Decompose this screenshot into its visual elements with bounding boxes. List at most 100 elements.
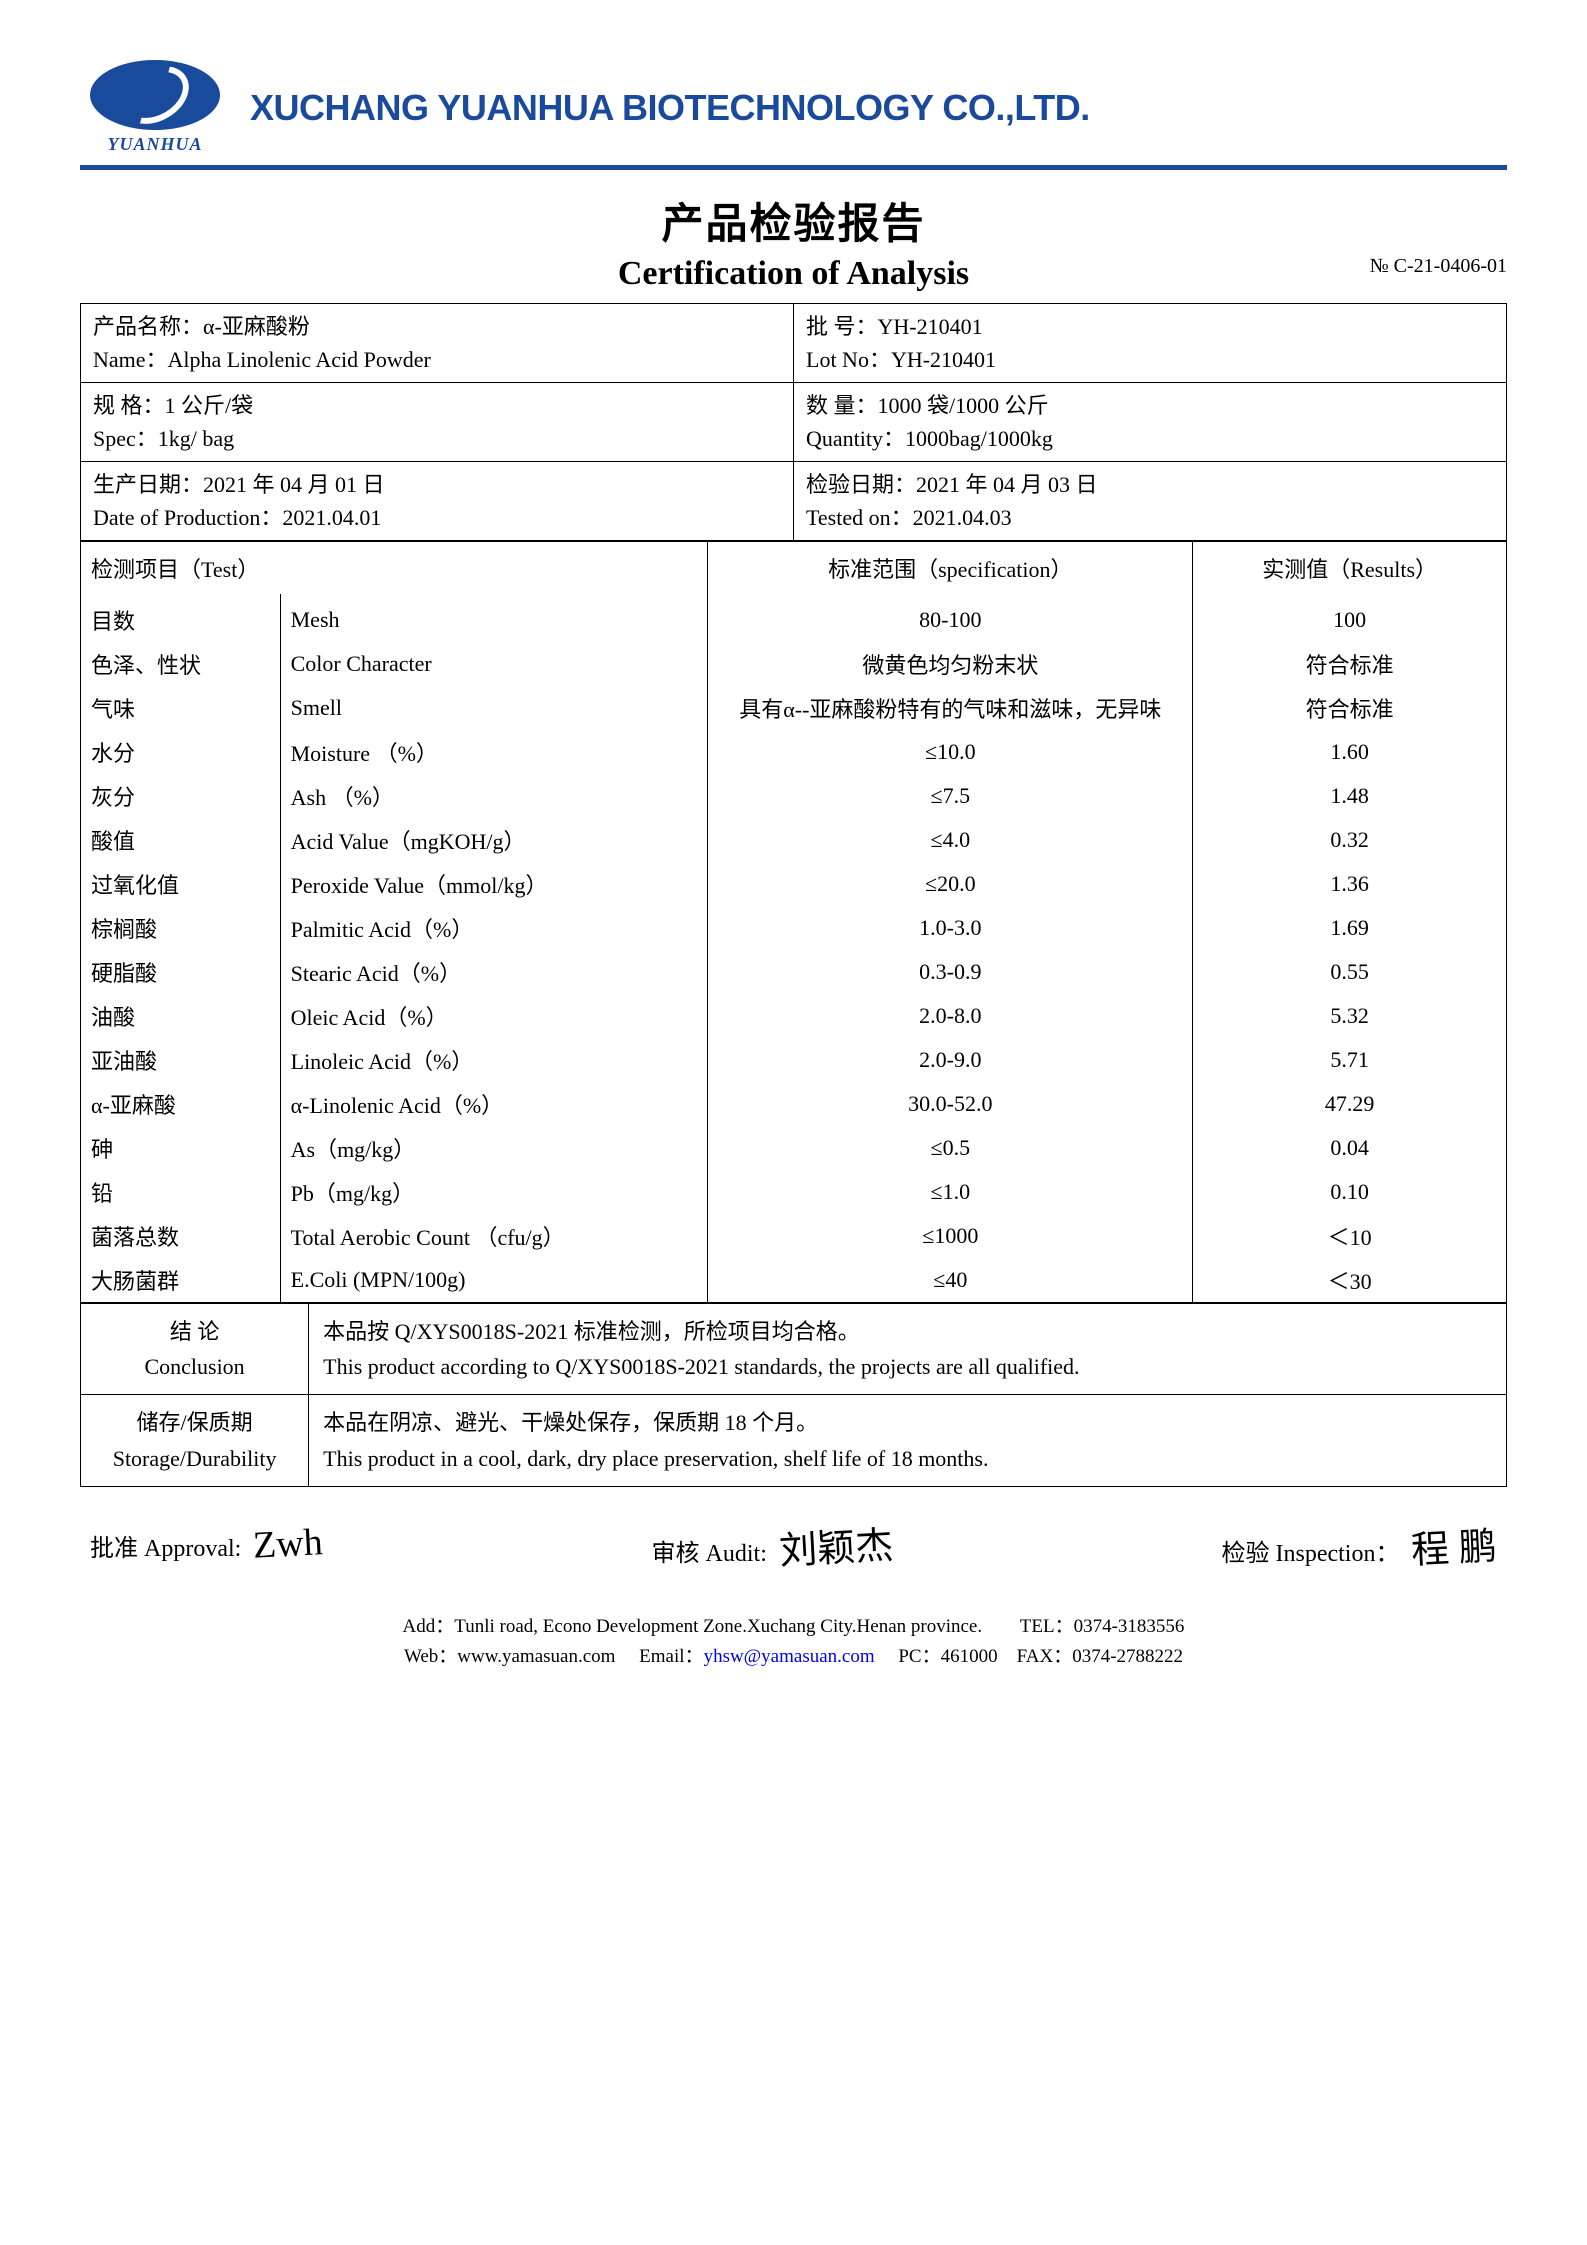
tests-header-row: 检测项目（Test） 标准范围（specification） 实测值（Resul… xyxy=(81,542,1507,595)
test-spec: ≤0.5 xyxy=(708,1126,1193,1170)
conclusion-label-en: Conclusion xyxy=(95,1349,294,1384)
test-en: Pb（mg/kg） xyxy=(280,1170,708,1214)
test-row: 酸值Acid Value（mgKOH/g）≤4.00.32 xyxy=(81,818,1507,862)
test-cn: 油酸 xyxy=(81,994,281,1038)
cert-no-label: № xyxy=(1370,255,1389,277)
test-cn: 亚油酸 xyxy=(81,1038,281,1082)
test-row: 铅Pb（mg/kg）≤1.00.10 xyxy=(81,1170,1507,1214)
inspection-signature: 程 鹏 xyxy=(1410,1515,1498,1574)
test-result: ＜10 xyxy=(1193,1214,1507,1258)
test-en: Total Aerobic Count （cfu/g） xyxy=(280,1214,708,1258)
test-result: 100 xyxy=(1193,594,1507,642)
test-en: Color Character xyxy=(280,642,708,686)
test-cn: 菌落总数 xyxy=(81,1214,281,1258)
test-spec: 微黄色均匀粉末状 xyxy=(708,642,1193,686)
test-spec: 2.0-9.0 xyxy=(708,1038,1193,1082)
title-en: Certification of Analysis xyxy=(618,255,969,293)
logo-text: YUANHUA xyxy=(107,134,202,155)
test-en: Oleic Acid（%） xyxy=(280,994,708,1038)
test-row: 菌落总数Total Aerobic Count （cfu/g）≤1000＜10 xyxy=(81,1214,1507,1258)
test-en: 2021.04.03 xyxy=(913,505,1012,530)
storage-body-cn: 本品在阴凉、避光、干燥处保存，保质期 18 个月。 xyxy=(323,1405,1492,1440)
storage-label-cn: 储存/保质期 xyxy=(95,1405,294,1440)
test-row: 大肠菌群E.Coli (MPN/100g)≤40＜30 xyxy=(81,1258,1507,1303)
test-spec: ≤10.0 xyxy=(708,730,1193,774)
test-result: 47.29 xyxy=(1193,1082,1507,1126)
test-result: 1.60 xyxy=(1193,730,1507,774)
test-row: 砷As（mg/kg）≤0.50.04 xyxy=(81,1126,1507,1170)
test-spec: 2.0-8.0 xyxy=(708,994,1193,1038)
test-cn: 水分 xyxy=(81,730,281,774)
test-result: 5.32 xyxy=(1193,994,1507,1038)
test-en: Acid Value（mgKOH/g） xyxy=(280,818,708,862)
test-row: 水分Moisture （%）≤10.01.60 xyxy=(81,730,1507,774)
test-cn: 砷 xyxy=(81,1126,281,1170)
test-result: 1.36 xyxy=(1193,862,1507,906)
test-row: 亚油酸Linoleic Acid（%）2.0-9.05.71 xyxy=(81,1038,1507,1082)
test-result: 1.48 xyxy=(1193,774,1507,818)
contact-email-label: Email： xyxy=(639,1646,703,1667)
contact-tel: TEL：0374-3183556 xyxy=(1020,1616,1185,1637)
test-result: 5.71 xyxy=(1193,1038,1507,1082)
name-cn-label: 产品名称： xyxy=(93,314,203,339)
test-cn: 2021 年 04 月 03 日 xyxy=(916,472,1098,497)
qty-en-label: Quantity： xyxy=(806,426,905,451)
storage-label-en: Storage/Durability xyxy=(95,1441,294,1476)
spec-en-label: Spec： xyxy=(93,426,158,451)
qty-cn-label: 数 量： xyxy=(806,393,878,418)
qty-en: 1000bag/1000kg xyxy=(905,426,1053,451)
audit-signature: 刘颖杰 xyxy=(778,1514,895,1575)
tests-header-spec: 标准范围（specification） xyxy=(708,542,1193,595)
test-cn: 棕榈酸 xyxy=(81,906,281,950)
test-result: 符合标准 xyxy=(1193,686,1507,730)
test-en: Moisture （%） xyxy=(280,730,708,774)
test-row: 灰分Ash （%）≤7.51.48 xyxy=(81,774,1507,818)
test-row: 目数Mesh80-100100 xyxy=(81,594,1507,642)
conclusion-row: 结 论 Conclusion 本品按 Q/XYS0018S-2021 标准检测，… xyxy=(81,1304,1507,1395)
storage-row: 储存/保质期 Storage/Durability 本品在阴凉、避光、干燥处保存… xyxy=(81,1395,1507,1486)
test-en: Smell xyxy=(280,686,708,730)
company-logo: YUANHUA xyxy=(80,60,230,155)
test-en: Ash （%） xyxy=(280,774,708,818)
qty-cn: 1000 袋/1000 公斤 xyxy=(878,393,1049,418)
logo-icon xyxy=(90,60,220,130)
header: YUANHUA XUCHANG YUANHUA BIOTECHNOLOGY CO… xyxy=(80,60,1507,170)
test-cn: 目数 xyxy=(81,594,281,642)
test-spec: 1.0-3.0 xyxy=(708,906,1193,950)
inspection-label: 检验 Inspection： xyxy=(1221,1541,1399,1567)
approval-label: 批准 Approval: xyxy=(90,1536,241,1562)
spec-en: 1kg/ bag xyxy=(158,426,234,451)
contact-web-label: Web： xyxy=(404,1646,457,1667)
audit-label: 审核 Audit: xyxy=(652,1541,767,1567)
footer-table: 结 论 Conclusion 本品按 Q/XYS0018S-2021 标准检测，… xyxy=(80,1303,1507,1487)
test-cn: 色泽、性状 xyxy=(81,642,281,686)
test-result: ＜30 xyxy=(1193,1258,1507,1303)
title-row: Certification of Analysis № C-21-0406-01 xyxy=(80,255,1507,293)
table-row: 生产日期：2021 年 04 月 01 日 Date of Production… xyxy=(81,462,1507,541)
name-en-label: Name： xyxy=(93,347,168,372)
lot-cn: YH-210401 xyxy=(878,314,983,339)
prod-en-label: Date of Production： xyxy=(93,505,282,530)
conclusion-label-cn: 结 论 xyxy=(95,1314,294,1349)
test-cn: 大肠菌群 xyxy=(81,1258,281,1303)
test-en: E.Coli (MPN/100g) xyxy=(280,1258,708,1303)
test-spec: 80-100 xyxy=(708,594,1193,642)
spec-cn: 1 公斤/袋 xyxy=(165,393,254,418)
contact-pc: PC：461000 xyxy=(898,1646,997,1667)
tests-header-test: 检测项目（Test） xyxy=(81,542,708,595)
signatures: 批准 Approval: Zwh 审核 Audit: 刘颖杰 检验 Inspec… xyxy=(90,1517,1497,1572)
contact-web: www.yamasuan.com xyxy=(457,1646,615,1667)
contact-email-link[interactable]: yhsw@yamasuan.com xyxy=(704,1646,875,1667)
cert-no-value: C-21-0406-01 xyxy=(1394,255,1507,277)
storage-body-en: This product in a cool, dark, dry place … xyxy=(323,1441,1492,1476)
tests-header-result: 实测值（Results） xyxy=(1193,542,1507,595)
contact-fax: FAX：0374-2788222 xyxy=(1017,1646,1183,1667)
test-spec: ≤20.0 xyxy=(708,862,1193,906)
spec-cn-label: 规 格： xyxy=(93,393,165,418)
conclusion-body-cn: 本品按 Q/XYS0018S-2021 标准检测，所检项目均合格。 xyxy=(323,1314,1492,1349)
test-cn: 酸值 xyxy=(81,818,281,862)
test-spec: 具有α--亚麻酸粉特有的气味和滋味，无异味 xyxy=(708,686,1193,730)
test-en-label: Tested on： xyxy=(806,505,913,530)
test-row: 油酸Oleic Acid（%）2.0-8.05.32 xyxy=(81,994,1507,1038)
test-cn: 硬脂酸 xyxy=(81,950,281,994)
